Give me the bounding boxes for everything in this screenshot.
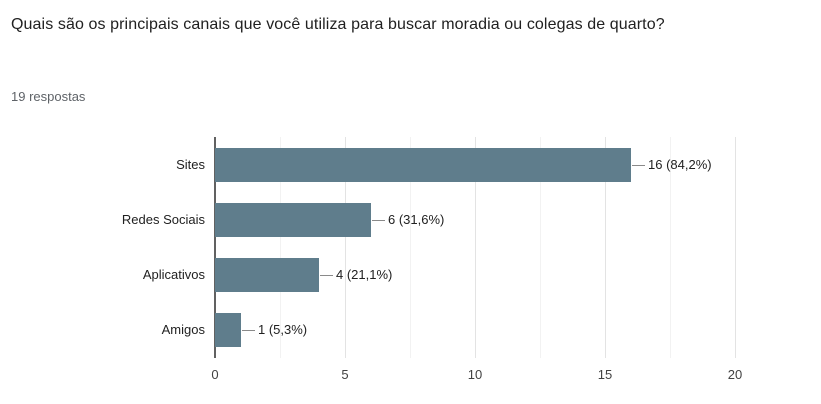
question-title: Quais são os principais canais que você … — [11, 16, 665, 33]
bar — [215, 313, 241, 347]
minor-gridline — [409, 137, 411, 358]
x-tick-label: 0 — [211, 367, 219, 382]
major-gridline — [604, 137, 606, 358]
y-axis-baseline — [214, 137, 216, 358]
value-label: 16 (84,2%) — [648, 157, 712, 172]
bar — [215, 203, 371, 237]
value-callout-line — [632, 165, 645, 166]
x-tick-label: 20 — [727, 367, 743, 382]
major-gridline — [344, 137, 346, 358]
horizontal-bar-chart: Sites 16 (84,2%) Redes Sociais 6 (31,6%) Apl… — [0, 130, 821, 390]
category-label: Aplicativos — [142, 267, 205, 282]
x-tick-label: 5 — [341, 367, 349, 382]
value-label: 6 (31,6%) — [388, 212, 445, 227]
bar — [215, 148, 631, 182]
minor-gridline — [669, 137, 671, 358]
minor-gridline — [279, 137, 281, 358]
major-gridline — [734, 137, 736, 358]
major-gridline — [474, 137, 476, 358]
bar — [215, 258, 319, 292]
value-callout-line — [372, 220, 385, 221]
value-label: 1 (5,3%) — [258, 322, 308, 337]
minor-gridline — [539, 137, 541, 358]
value-label: 4 (21,1%) — [336, 267, 393, 282]
value-callout-line — [320, 275, 333, 276]
category-label: Redes Sociais — [121, 212, 205, 227]
responses-count: 19 respostas — [11, 89, 86, 104]
x-tick-label: 10 — [467, 367, 483, 382]
category-label: Sites — [176, 157, 205, 172]
x-tick-label: 15 — [597, 367, 613, 382]
value-callout-line — [242, 330, 255, 331]
category-label: Amigos — [161, 322, 205, 337]
